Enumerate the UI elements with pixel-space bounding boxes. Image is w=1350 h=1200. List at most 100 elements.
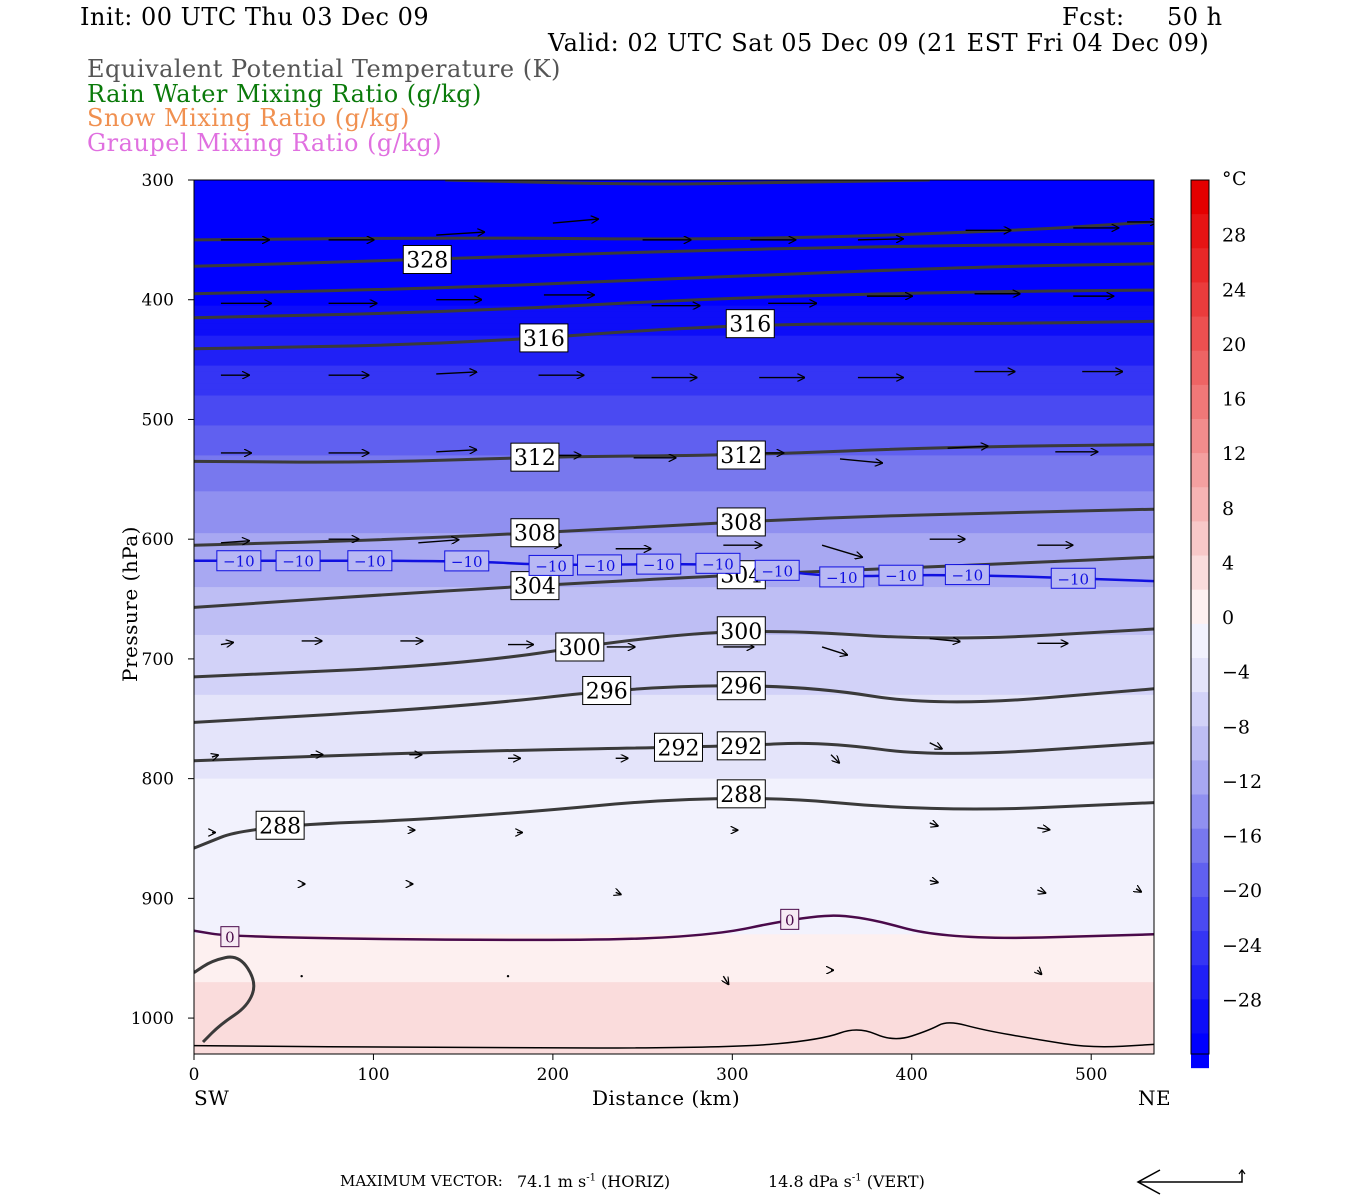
theta-e-contour [194,684,1154,724]
max-vector-label: MAXIMUM VECTOR: [340,1172,503,1190]
temperature-band [194,431,1154,439]
temperature-band [194,622,1154,630]
temperature-band [194,191,1154,199]
isotherm-label: −10 [282,553,314,571]
temperature-band [194,880,1154,887]
temperature-band [194,341,1154,349]
theta-e-label-box [653,732,703,762]
theta-e-label-box [725,309,775,339]
temperature-band [194,401,1154,409]
isotherm-label: −10 [354,553,386,571]
isotherm-label-box [944,564,990,586]
colorbar-swatch [1191,453,1209,488]
y-tick-label: 800 [142,770,174,790]
colorbar-swatch [1191,180,1209,215]
theta-e-contour [194,796,1154,850]
temperature-band [194,922,1154,929]
temperature-band [194,269,1154,277]
isotherm-label: −10 [1057,570,1089,588]
isotherm-label-box [347,550,393,572]
x-tick-label: 200 [537,1065,569,1085]
theta-e-contour [194,627,1154,679]
temperature-band [194,227,1154,235]
colorbar-tick-label: −20 [1222,880,1262,902]
theta-e-label: 296 [720,675,762,700]
temperature-band [194,467,1154,474]
temperature-band [194,952,1154,959]
temperature-band [194,820,1154,828]
temperature-band [194,251,1154,259]
temperature-band [194,425,1154,433]
x-axis-left-end-label: SW [194,1086,230,1110]
temperature-band [194,808,1154,816]
temperature-band [194,946,1154,953]
temperature-band [194,239,1154,247]
temperature-band [194,790,1154,798]
theta-e-label: 300 [720,620,762,645]
colorbar-tick-label: 0 [1222,607,1234,629]
temperature-band [194,245,1154,253]
isotherm-label: −10 [702,555,734,573]
temperature-band [194,599,1154,606]
y-tick-label: 400 [142,291,174,311]
wind-vector [616,892,621,894]
theta-e-label: 288 [259,814,301,839]
temperature-band [194,395,1154,403]
legend-rain-water: Rain Water Mixing Ratio (g/kg) [87,80,482,108]
temperature-band [194,383,1154,391]
theta-e-label-box [716,616,766,646]
x-axis-right-end-label: NE [1138,1086,1172,1110]
temperature-band [194,353,1154,361]
temperature-band [194,958,1154,965]
theta-e-label-box [510,518,560,548]
legend-theta-e: Equivalent Potential Temperature (K) [87,55,561,83]
isotherm-label-box [754,559,800,581]
temperature-band [194,646,1154,654]
isotherm-label: −10 [952,567,984,585]
colorbar-tick-label: −16 [1222,826,1262,848]
colorbar-swatch [1191,828,1209,864]
x-tick-label: 300 [716,1065,748,1085]
x-tick-label: 0 [189,1065,200,1085]
temperature-band [194,473,1154,480]
temperature-band [194,1006,1154,1013]
temperature-band [194,712,1154,720]
x-axis-title: Distance (km) [592,1086,741,1110]
temperature-band [194,257,1154,265]
temperature-band [194,1000,1154,1007]
temperature-band [194,940,1154,947]
temperature-band [194,652,1154,660]
colorbar: 28 24 20 16 12 8 4 0 −4 −8 −12 −16 −20 −24 −28 [1190,179,1262,1069]
temperature-band [194,706,1154,714]
x-tick-label: 400 [896,1065,928,1085]
colorbar-tick-label: 28 [1222,225,1246,247]
temperature-band [194,700,1154,708]
temperature-band [194,335,1154,343]
colorbar-swatch [1191,487,1209,522]
wind-vector [436,450,476,452]
colorbar-tick-label: −4 [1222,662,1250,684]
theta-e-label: 312 [720,444,762,469]
colorbar-swatch [1191,623,1209,659]
terrain-line [194,1022,1154,1049]
temperature-band [194,1036,1154,1043]
temperature-band [194,287,1154,295]
y-tick-label: 600 [142,530,174,550]
temperature-band [194,209,1154,217]
axes: 300 400 500 600 700 800 900 1000 0 100 200 300 400 50… [131,171,1108,1085]
wind-vector [220,541,249,543]
temperature-band [194,281,1154,289]
theta-e-contour [194,262,1154,296]
temperature-band [194,359,1154,367]
colorbar-tick-label: 12 [1222,443,1246,465]
temperature-band [194,832,1154,840]
temperature-band [194,910,1154,917]
temperature-band [194,449,1154,456]
wind-vector [1037,890,1045,893]
colorbar-swatch [1191,282,1209,318]
temperature-band [194,347,1154,355]
theta-e-contour [194,288,1154,320]
temperature-band [194,437,1154,444]
isotherm-label: 0 [225,929,235,947]
temperature-band [194,892,1154,899]
